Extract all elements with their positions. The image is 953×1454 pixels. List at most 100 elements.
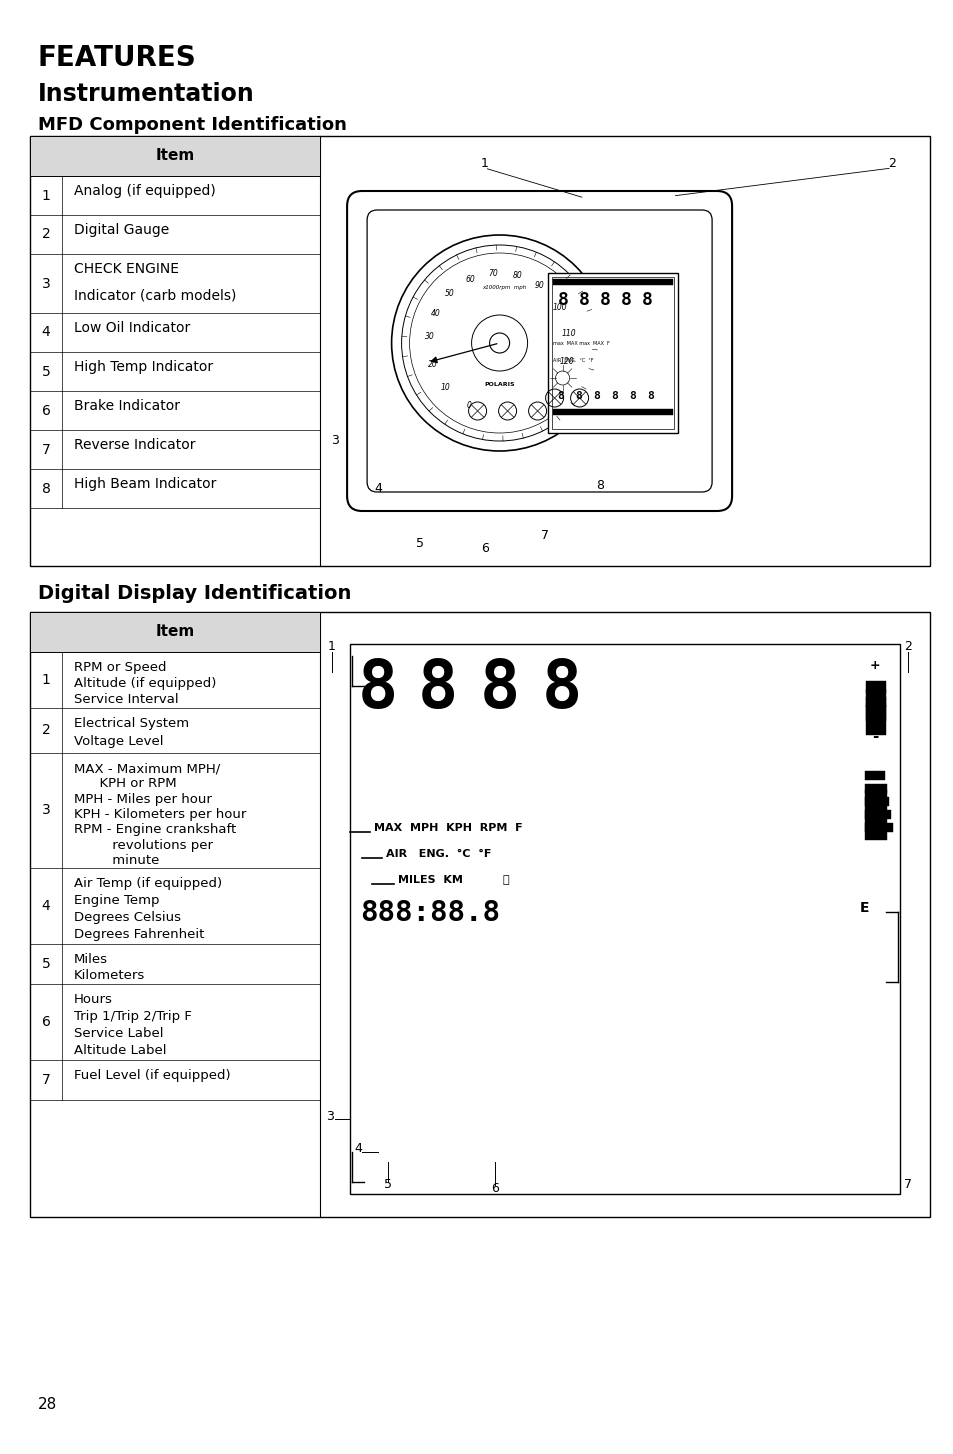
Text: Kilometers: Kilometers	[74, 968, 145, 981]
Bar	[864, 797, 888, 806]
Text: x1000rpm  mph: x1000rpm mph	[482, 285, 526, 291]
Text: 60: 60	[465, 275, 475, 284]
Text: 2: 2	[887, 157, 895, 170]
Bar	[552, 279, 672, 285]
Text: 5: 5	[42, 365, 51, 378]
Text: High Temp Indicator: High Temp Indicator	[74, 361, 213, 374]
Text: 2: 2	[42, 227, 51, 241]
Text: 5: 5	[384, 1179, 392, 1191]
Text: 8: 8	[479, 656, 519, 723]
Text: Brake Indicator: Brake Indicator	[74, 398, 180, 413]
Text: 6: 6	[42, 404, 51, 417]
Text: ⛽: ⛽	[502, 875, 509, 885]
Text: 8: 8	[596, 480, 603, 493]
Bar	[864, 784, 886, 792]
Text: KPH or RPM: KPH or RPM	[74, 778, 176, 791]
Text: AIR  ENG.  °C  °F: AIR ENG. °C °F	[552, 358, 593, 364]
Text: POLARIS: POLARIS	[484, 382, 515, 388]
Text: Air Temp (if equipped): Air Temp (if equipped)	[74, 877, 222, 890]
Text: Service Label: Service Label	[74, 1027, 163, 1040]
Bar	[864, 771, 884, 779]
Bar	[865, 705, 885, 736]
Bar	[865, 696, 885, 721]
Bar	[864, 810, 890, 819]
Text: Altitude (if equipped): Altitude (if equipped)	[74, 678, 216, 691]
Text: 90: 90	[535, 281, 544, 291]
Text: 8: 8	[599, 291, 610, 310]
Text: 8: 8	[611, 391, 618, 401]
Text: 7: 7	[903, 1179, 911, 1191]
Text: KPH - Kilometers per hour: KPH - Kilometers per hour	[74, 808, 246, 822]
Text: 5: 5	[42, 957, 51, 971]
Text: Digital Gauge: Digital Gauge	[74, 222, 169, 237]
Text: 110: 110	[561, 329, 576, 337]
Text: Digital Display Identification: Digital Display Identification	[38, 585, 351, 603]
Text: 8: 8	[593, 391, 599, 401]
Text: MILES  KM: MILES KM	[397, 875, 462, 885]
Text: Altitude Label: Altitude Label	[74, 1044, 167, 1057]
Bar	[547, 273, 677, 433]
Text: 4: 4	[42, 899, 51, 913]
Text: 4: 4	[42, 326, 51, 339]
Text: Degrees Celsius: Degrees Celsius	[74, 910, 181, 923]
Bar	[552, 409, 672, 414]
Text: 7: 7	[540, 529, 548, 542]
Text: 10: 10	[440, 384, 451, 393]
Text: 3: 3	[42, 804, 51, 817]
Text: 2: 2	[903, 641, 911, 653]
Text: 100: 100	[553, 304, 567, 313]
Text: MPH - Miles per hour: MPH - Miles per hour	[74, 792, 212, 806]
Text: RPM - Engine crankshaft: RPM - Engine crankshaft	[74, 823, 236, 836]
Text: 8: 8	[42, 481, 51, 496]
Text: FEATURES: FEATURES	[38, 44, 196, 73]
Text: 8: 8	[575, 391, 581, 401]
Text: Voltage Level: Voltage Level	[74, 736, 163, 747]
Text: 888:88.8: 888:88.8	[359, 899, 499, 928]
Text: 0: 0	[466, 401, 471, 410]
Text: -: -	[871, 728, 878, 744]
Text: 8: 8	[578, 291, 589, 310]
Text: AIR   ENG.  °C  °F: AIR ENG. °C °F	[386, 849, 491, 859]
Text: 8: 8	[629, 391, 636, 401]
Text: Miles: Miles	[74, 952, 108, 965]
Text: 1: 1	[42, 189, 51, 202]
Bar	[350, 644, 899, 1194]
Text: max  MAX max  MAX  F: max MAX max MAX F	[552, 342, 609, 346]
Text: 7: 7	[42, 1073, 51, 1088]
Bar	[551, 278, 673, 429]
Bar	[30, 137, 319, 176]
FancyBboxPatch shape	[347, 190, 731, 510]
Text: CHECK ENGINE: CHECK ENGINE	[74, 262, 179, 276]
Text: 5: 5	[416, 538, 423, 551]
Text: 8: 8	[557, 391, 564, 401]
Text: E: E	[859, 901, 868, 915]
FancyBboxPatch shape	[367, 209, 711, 491]
Text: Instrumentation: Instrumentation	[38, 81, 254, 106]
Text: Hours: Hours	[74, 993, 112, 1006]
Bar	[865, 689, 885, 707]
Text: 40: 40	[431, 308, 440, 318]
Text: 4: 4	[374, 481, 381, 494]
Text: 8: 8	[641, 291, 652, 310]
Text: Service Interval: Service Interval	[74, 694, 178, 707]
Text: Item: Item	[155, 148, 194, 163]
Text: MAX - Maximum MPH/: MAX - Maximum MPH/	[74, 762, 220, 775]
Text: 3: 3	[331, 435, 338, 448]
Text: 6: 6	[491, 1182, 498, 1195]
Text: MAX  MPH  KPH  RPM  F: MAX MPH KPH RPM F	[374, 823, 522, 833]
Text: +: +	[869, 659, 880, 672]
Bar	[864, 790, 886, 840]
Text: 1: 1	[42, 673, 51, 686]
Text: 80: 80	[513, 270, 522, 279]
Circle shape	[489, 333, 509, 353]
Text: 8: 8	[620, 291, 631, 310]
Bar	[30, 612, 319, 651]
Text: 6: 6	[42, 1015, 51, 1029]
Text: Reverse Indicator: Reverse Indicator	[74, 438, 195, 452]
Text: Electrical System: Electrical System	[74, 717, 189, 730]
Text: 20: 20	[428, 361, 437, 369]
Text: Item: Item	[155, 625, 194, 640]
Text: 1: 1	[480, 157, 488, 170]
Text: Engine Temp: Engine Temp	[74, 894, 159, 907]
Bar	[30, 612, 929, 1217]
